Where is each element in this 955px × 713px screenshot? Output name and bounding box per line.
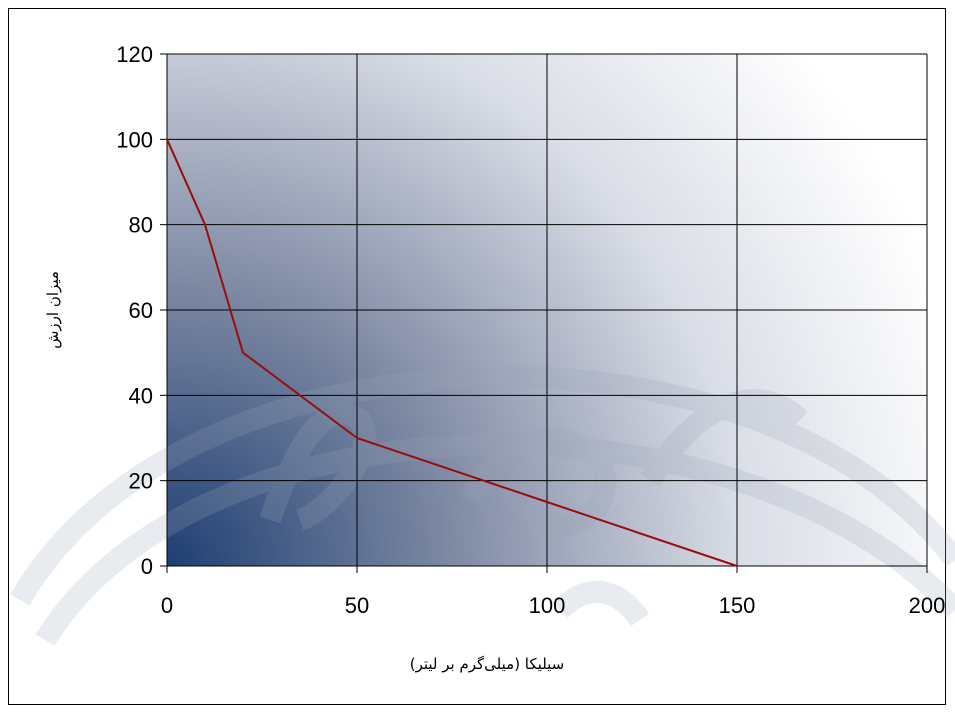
gridlines bbox=[167, 53, 928, 566]
x-tick-label-2: 100 bbox=[529, 593, 566, 618]
y-tick-label-1: 20 bbox=[129, 469, 153, 494]
series-layer bbox=[166, 138, 738, 567]
x-tick-label-1: 50 bbox=[345, 593, 369, 618]
y-tick-label-0: 0 bbox=[141, 554, 153, 579]
y-axis-title: میزان ارزش bbox=[44, 271, 62, 349]
y-tick-label-4: 80 bbox=[129, 213, 153, 238]
series-line-0 bbox=[166, 138, 738, 567]
x-tick-label-4: 200 bbox=[909, 593, 946, 618]
y-tick-label-3: 60 bbox=[129, 298, 153, 323]
y-tick-label-2: 40 bbox=[129, 383, 153, 408]
y-tick-label-5: 100 bbox=[116, 127, 153, 152]
watermark-logo bbox=[10, 365, 955, 646]
x-axis-title: سیلیکا (میلی‌گرم بر لیتر) bbox=[410, 655, 565, 673]
y-tick-labels: 0 20 40 60 80 100 120 bbox=[116, 42, 153, 579]
x-tick-label-0: 0 bbox=[161, 593, 173, 618]
x-tick-labels: 0 50 100 150 200 bbox=[161, 593, 945, 618]
y-tick-label-6: 120 bbox=[116, 42, 153, 67]
x-tick-label-3: 150 bbox=[719, 593, 756, 618]
tick-marks bbox=[160, 53, 928, 573]
